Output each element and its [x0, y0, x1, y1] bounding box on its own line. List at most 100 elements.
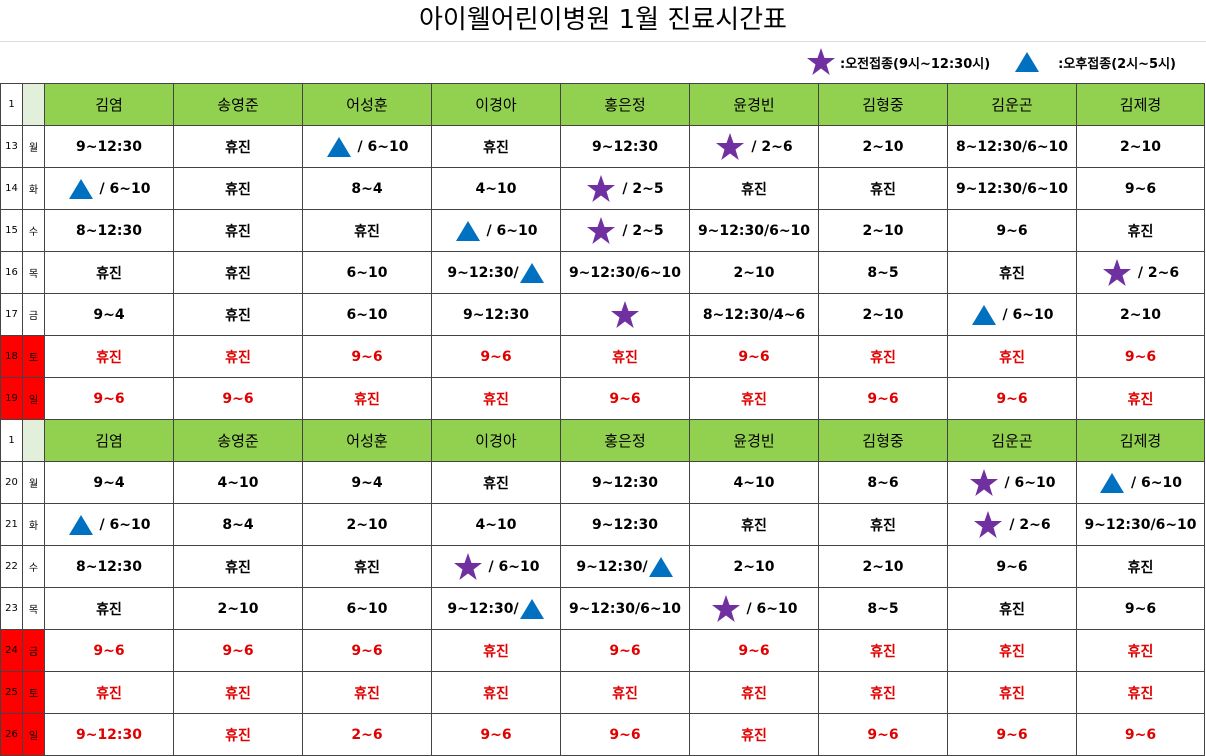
triangle-icon: [519, 598, 545, 620]
schedule-cell: 휴진: [44, 335, 174, 378]
header-row: 1 김염 송영준 어성훈 이경아 홍은정 윤경빈 김형중 김운곤 김제경: [0, 83, 1205, 126]
header-row: 1 김염 송영준 어성훈 이경아 홍은정 윤경빈 김형중 김운곤 김제경: [0, 419, 1205, 462]
schedule-cell: 휴진: [173, 671, 303, 714]
cell-content: 9~12:30/: [447, 262, 544, 284]
schedule-cell: 휴진: [302, 545, 432, 588]
cell-text: / 2~6: [751, 138, 793, 155]
schedule-cell: 휴진: [947, 671, 1077, 714]
star-icon: [806, 47, 836, 77]
schedule-cell: 9~12:30: [560, 125, 690, 168]
weekday: 일: [22, 377, 45, 420]
schedule-cell: / 6~10: [1076, 461, 1205, 504]
doctor-name: 홍은정: [560, 419, 690, 462]
row-number: 23: [0, 587, 23, 630]
cell-text: / 2~5: [622, 222, 664, 239]
schedule-cell: 휴진: [302, 671, 432, 714]
star-icon: [1102, 258, 1132, 288]
schedule-cell: 휴진: [431, 377, 561, 420]
schedule-cell: 2~10: [302, 503, 432, 546]
schedule-cell: 휴진: [560, 671, 690, 714]
schedule-cell: 휴진: [431, 125, 561, 168]
schedule-cell: 8~12:30: [44, 545, 174, 588]
weekday: 월: [22, 125, 45, 168]
triangle-icon: [1014, 51, 1040, 73]
schedule-cell: 9~4: [44, 461, 174, 504]
triangle-icon: [68, 178, 94, 200]
schedule-cell: 9~6: [947, 209, 1077, 252]
cell-text: / 2~5: [622, 180, 664, 197]
row: 13 월 9~12:30 휴진/ 6~10 휴진 9~12:30/ 2~6 2~10 8~12…: [0, 125, 1205, 168]
row: 19 일 9~6 9~6 휴진 휴진 9~6 휴진 9~6 9~6 휴진: [0, 377, 1205, 420]
schedule-cell: 9~12:30/: [560, 545, 690, 588]
schedule-cell: 휴진: [173, 335, 303, 378]
triangle-icon: [455, 220, 481, 242]
row-number: 20: [0, 461, 23, 504]
legend: :오전접종(9시~12:30시) :오후접종(2시~5시): [782, 46, 1176, 78]
schedule-cell: 휴진: [1076, 209, 1205, 252]
row-number: 16: [0, 251, 23, 294]
schedule-cell: / 6~10: [947, 293, 1077, 336]
doctor-name: 김운곤: [947, 419, 1077, 462]
doctor-name: 김염: [44, 419, 174, 462]
schedule-cell: / 2~6: [1076, 251, 1205, 294]
schedule-cell: 휴진: [173, 713, 303, 756]
row: 14 화/ 6~10 휴진 8~4 4~10/ 2~5 휴진 휴진 9~12:30/6~10 9…: [0, 167, 1205, 210]
doctor-name: 어성훈: [302, 83, 432, 126]
weekday: [22, 83, 45, 126]
schedule-cell: 2~10: [818, 293, 948, 336]
star-icon: [453, 552, 483, 582]
schedule-cell: 휴진: [431, 629, 561, 672]
star-icon: [586, 174, 616, 204]
schedule-cell: 9~12:30: [560, 461, 690, 504]
legend-item: :오후접종(2시~5시): [1014, 51, 1176, 73]
schedule-cell: 휴진: [689, 671, 819, 714]
schedule-cell: 휴진: [818, 503, 948, 546]
triangle-icon: [1099, 472, 1125, 494]
cell-content: / 6~10: [453, 552, 539, 582]
cell-content: / 2~6: [715, 132, 793, 162]
doctor-name: 윤경빈: [689, 83, 819, 126]
row-number: 26: [0, 713, 23, 756]
schedule-table: 1 김염 송영준 어성훈 이경아 홍은정 윤경빈 김형중 김운곤 김제경 13 월 9~12:30 휴진 /…: [0, 83, 1205, 756]
schedule-cell: 9~12:30: [431, 293, 561, 336]
schedule-cell: 휴진: [560, 335, 690, 378]
schedule-cell: 9~12:30/6~10: [560, 251, 690, 294]
schedule-cell: 9~6: [173, 377, 303, 420]
schedule-cell: 9~6: [560, 713, 690, 756]
doctor-name: 송영준: [173, 83, 303, 126]
schedule-cell: 휴진: [818, 629, 948, 672]
schedule-cell: 8~4: [173, 503, 303, 546]
row-number: 15: [0, 209, 23, 252]
schedule-cell: 2~10: [689, 251, 819, 294]
legend-label: :오전접종(9시~12:30시): [840, 56, 991, 72]
weekday: 토: [22, 671, 45, 714]
schedule-cell: / 2~5: [560, 209, 690, 252]
row-number: 13: [0, 125, 23, 168]
schedule-cell: 휴진: [173, 209, 303, 252]
row-number: 19: [0, 377, 23, 420]
schedule-cell: 6~10: [302, 251, 432, 294]
row: 26 일 9~12:30 휴진 2~6 9~6 9~6 휴진 9~6 9~6 9~6: [0, 713, 1205, 756]
schedule-cell: 9~6: [947, 545, 1077, 588]
cell-text: 9~12:30/: [447, 264, 519, 281]
schedule-cell: 휴진: [44, 251, 174, 294]
cell-content: / 6~10: [969, 468, 1055, 498]
schedule-cell: / 6~10: [689, 587, 819, 630]
weekday: 목: [22, 587, 45, 630]
cell-content: / 6~10: [711, 594, 797, 624]
schedule-cell: 9~12:30/6~10: [947, 167, 1077, 210]
cell-text: / 2~6: [1137, 264, 1180, 281]
schedule-cell: 휴진: [1076, 545, 1205, 588]
weekday: 토: [22, 335, 45, 378]
schedule-cell: 8~6: [818, 461, 948, 504]
cell-content: 9~12:30/: [576, 556, 673, 578]
schedule-cell: 휴진: [947, 629, 1077, 672]
schedule-cell: 휴진: [818, 167, 948, 210]
schedule-cell: 휴진: [689, 713, 819, 756]
row: 25 토 휴진 휴진 휴진 휴진 휴진 휴진 휴진 휴진 휴진: [0, 671, 1205, 714]
schedule-cell: / 6~10: [44, 167, 174, 210]
cell-content: / 2~5: [586, 174, 664, 204]
schedule-cell: 9~6: [560, 377, 690, 420]
row-number: 1: [0, 83, 23, 126]
cell-content: / 6~10: [971, 304, 1053, 326]
